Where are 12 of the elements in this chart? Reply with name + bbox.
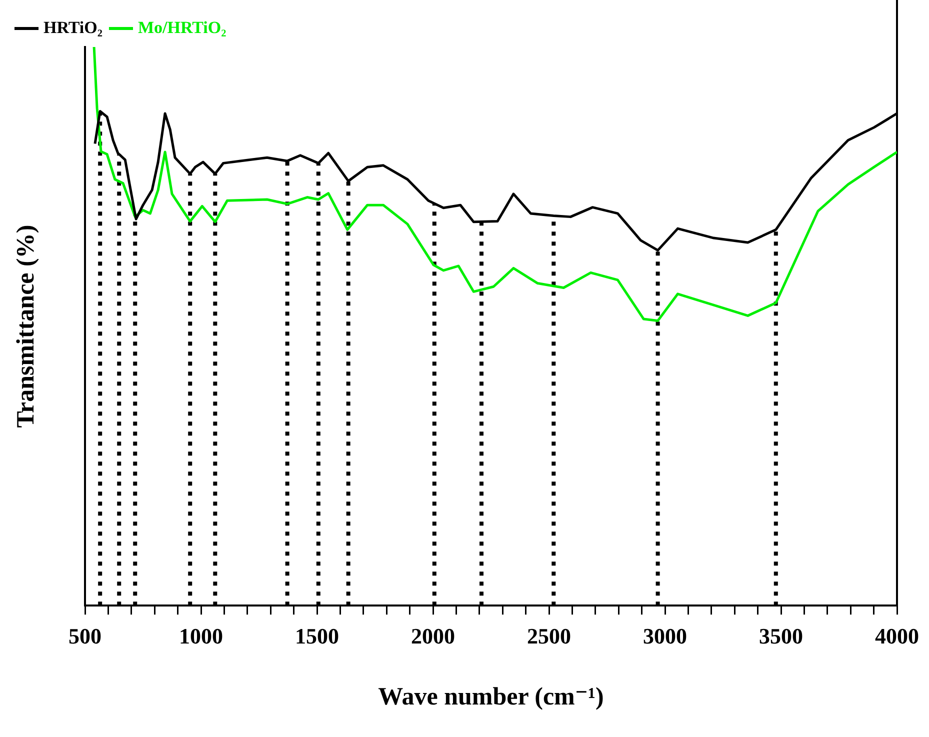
y-axis-title: Transmittance (%) — [12, 224, 40, 428]
x-tick-label: 3000 — [643, 623, 687, 648]
x-tick-label: 4000 — [875, 623, 919, 648]
legend-label: Mo/HRTiO₂ — [138, 18, 226, 37]
x-tick-label: 3500 — [759, 623, 803, 648]
x-axis-title: Wave number (cm⁻¹) — [378, 683, 604, 710]
x-tick-label: 500 — [68, 623, 102, 648]
x-tick-label: 2500 — [527, 623, 571, 648]
x-tick-label: 1000 — [179, 623, 223, 648]
legend-label: HRTiO₂ — [44, 18, 102, 37]
x-tick-label: 2000 — [411, 623, 455, 648]
x-tick-label: 1500 — [295, 623, 339, 648]
